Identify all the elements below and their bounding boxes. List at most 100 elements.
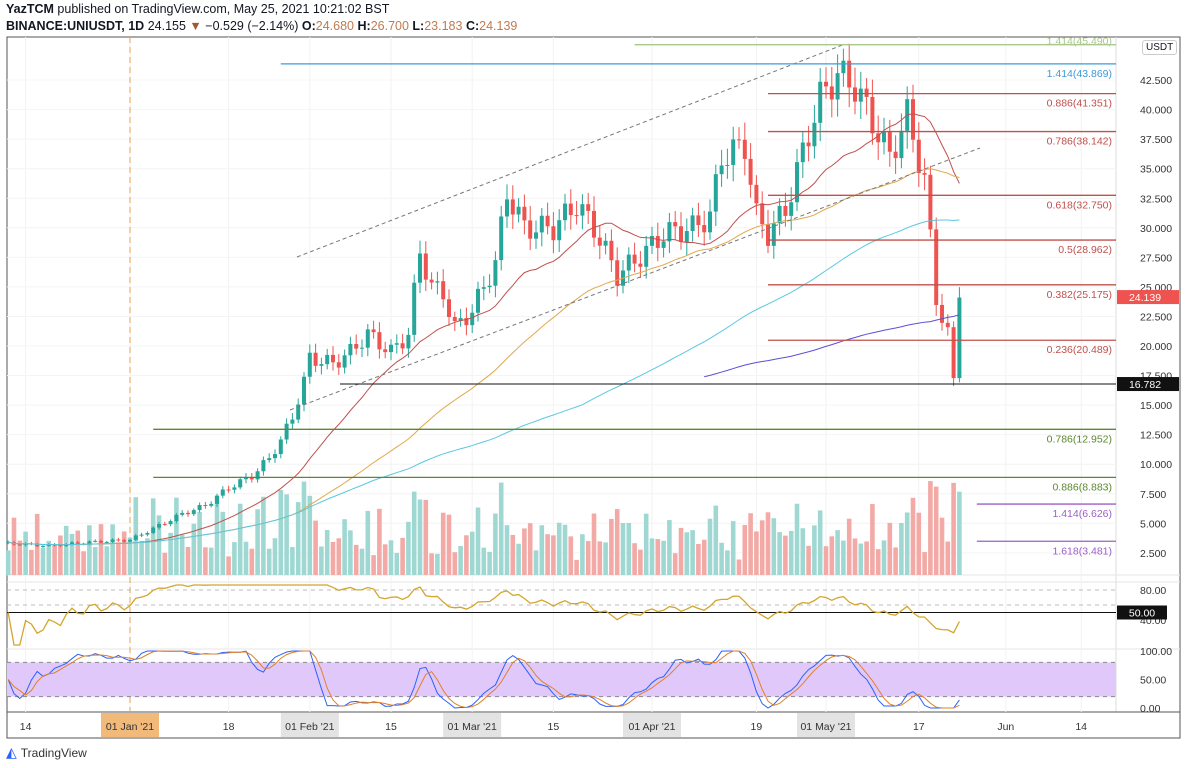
candle-body bbox=[708, 211, 712, 233]
volume-bar bbox=[5, 550, 11, 575]
volume-bar bbox=[121, 531, 127, 575]
volume-bar bbox=[510, 534, 516, 575]
volume-bar bbox=[232, 542, 237, 575]
candle-body bbox=[760, 203, 765, 225]
volume-bar bbox=[104, 546, 110, 575]
candle-body bbox=[789, 202, 794, 216]
candle-body bbox=[418, 253, 422, 283]
candle-body bbox=[702, 225, 707, 233]
volume-bar bbox=[736, 559, 742, 575]
volume-bar bbox=[875, 549, 881, 575]
volume-bar bbox=[713, 505, 719, 575]
candle-body bbox=[226, 489, 231, 491]
x-tick-highlight bbox=[623, 713, 681, 737]
volume-bar bbox=[406, 521, 411, 575]
candle-body bbox=[203, 505, 208, 507]
volume-bar bbox=[545, 534, 550, 575]
volume-bar bbox=[788, 530, 794, 575]
x-tick-label: 17 bbox=[913, 721, 925, 733]
candle-body bbox=[464, 318, 469, 326]
candle-body bbox=[110, 539, 115, 542]
volume-bar bbox=[574, 559, 579, 575]
candle-body bbox=[603, 240, 608, 246]
volume-bar bbox=[98, 524, 104, 575]
volume-bar bbox=[388, 540, 394, 575]
volume-bar bbox=[719, 542, 724, 575]
volume-bar bbox=[783, 535, 788, 575]
author[interactable]: YazTCM bbox=[6, 2, 54, 16]
volume-bar bbox=[208, 547, 214, 575]
currency-button[interactable]: USDT bbox=[1142, 40, 1178, 55]
candle-body bbox=[800, 142, 805, 163]
volume-bar bbox=[742, 524, 748, 575]
candle-body bbox=[667, 222, 672, 242]
candle-body bbox=[58, 545, 63, 547]
volume-bar bbox=[336, 538, 342, 575]
y-tick-label: 30.000 bbox=[1140, 223, 1172, 235]
volume-bar bbox=[806, 545, 811, 575]
candle-body bbox=[592, 210, 596, 238]
candle-body bbox=[93, 540, 98, 542]
volume-bar bbox=[690, 530, 695, 575]
volume-bar bbox=[928, 481, 933, 575]
volume-bar bbox=[556, 522, 562, 575]
tradingview-logo-icon: ◭ bbox=[6, 744, 17, 760]
volume-bar bbox=[957, 491, 962, 575]
candle-body bbox=[481, 287, 486, 289]
volume-bar bbox=[870, 504, 875, 575]
candle-body bbox=[197, 505, 202, 511]
volume-bar bbox=[69, 533, 75, 575]
volume-bar bbox=[353, 544, 359, 575]
candle-body bbox=[342, 355, 347, 368]
volume-bar bbox=[81, 551, 86, 575]
volume-bar bbox=[162, 552, 168, 575]
volume-bar bbox=[701, 539, 707, 575]
volume-bar bbox=[272, 538, 278, 575]
candle-body bbox=[365, 329, 370, 348]
y-tick-label: 22.500 bbox=[1140, 311, 1172, 323]
candle-body bbox=[191, 510, 196, 515]
candle-body bbox=[261, 460, 266, 472]
volume-bar bbox=[672, 553, 678, 575]
candle-body bbox=[510, 199, 515, 215]
x-tick-label: 15 bbox=[385, 721, 397, 733]
candle-body bbox=[638, 263, 643, 267]
volume-bar bbox=[748, 513, 753, 575]
fib-level-label: 0.886(41.351) bbox=[1047, 98, 1112, 110]
volume-bar bbox=[394, 552, 400, 575]
x-tick-highlight bbox=[101, 713, 159, 737]
volume-bar bbox=[110, 524, 115, 575]
candle-body bbox=[17, 544, 22, 546]
volume-bar bbox=[759, 520, 765, 575]
candle-body bbox=[75, 542, 80, 544]
volume-bar bbox=[771, 518, 777, 575]
fib-level-label: 1.414(6.626) bbox=[1052, 508, 1112, 520]
volume-bar bbox=[249, 548, 255, 575]
candle-body bbox=[220, 489, 225, 496]
candle-body bbox=[783, 205, 788, 216]
candle-body bbox=[35, 543, 40, 547]
candle-body bbox=[742, 139, 747, 159]
fib-level-label: 0.382(25.175) bbox=[1047, 289, 1112, 301]
last-price: 24.155 bbox=[147, 19, 186, 33]
volume-bar bbox=[266, 548, 272, 575]
volume-bar bbox=[939, 517, 945, 575]
volume-bar bbox=[255, 509, 260, 575]
candle-body bbox=[249, 477, 254, 480]
candle-body bbox=[528, 220, 533, 239]
volume-bar bbox=[539, 525, 545, 575]
tradingview-logo[interactable]: ◭ TradingView bbox=[6, 744, 87, 761]
volume-bar bbox=[150, 498, 156, 575]
volume-bar bbox=[197, 511, 202, 575]
volume-bar bbox=[933, 486, 939, 575]
candle-body bbox=[777, 205, 782, 224]
candle-body bbox=[470, 312, 475, 326]
candle-body bbox=[853, 87, 857, 102]
x-tick-label: Jun bbox=[997, 721, 1014, 733]
candle-body bbox=[122, 540, 127, 542]
volume-bar bbox=[319, 546, 324, 575]
candle-body bbox=[516, 206, 521, 215]
fib-level-label: 0.618(32.750) bbox=[1047, 199, 1112, 211]
brand-name: TradingView bbox=[20, 745, 87, 760]
